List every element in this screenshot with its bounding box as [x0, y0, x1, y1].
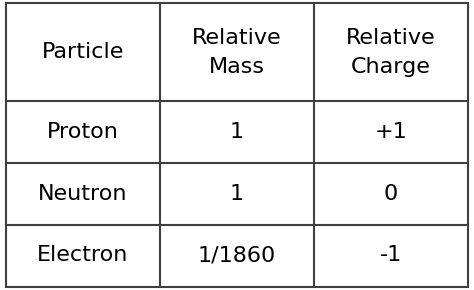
Text: 1: 1 — [230, 184, 244, 204]
Text: Neutron: Neutron — [38, 184, 128, 204]
Text: -1: -1 — [380, 245, 402, 265]
Text: 0: 0 — [384, 184, 398, 204]
Text: Relative
Charge: Relative Charge — [346, 28, 436, 77]
Text: Particle: Particle — [42, 42, 124, 62]
Text: Relative
Mass: Relative Mass — [192, 28, 282, 77]
Text: 1: 1 — [230, 122, 244, 142]
Text: Electron: Electron — [37, 245, 128, 265]
Text: Proton: Proton — [47, 122, 118, 142]
Text: 1/1860: 1/1860 — [198, 245, 276, 265]
Text: +1: +1 — [374, 122, 408, 142]
